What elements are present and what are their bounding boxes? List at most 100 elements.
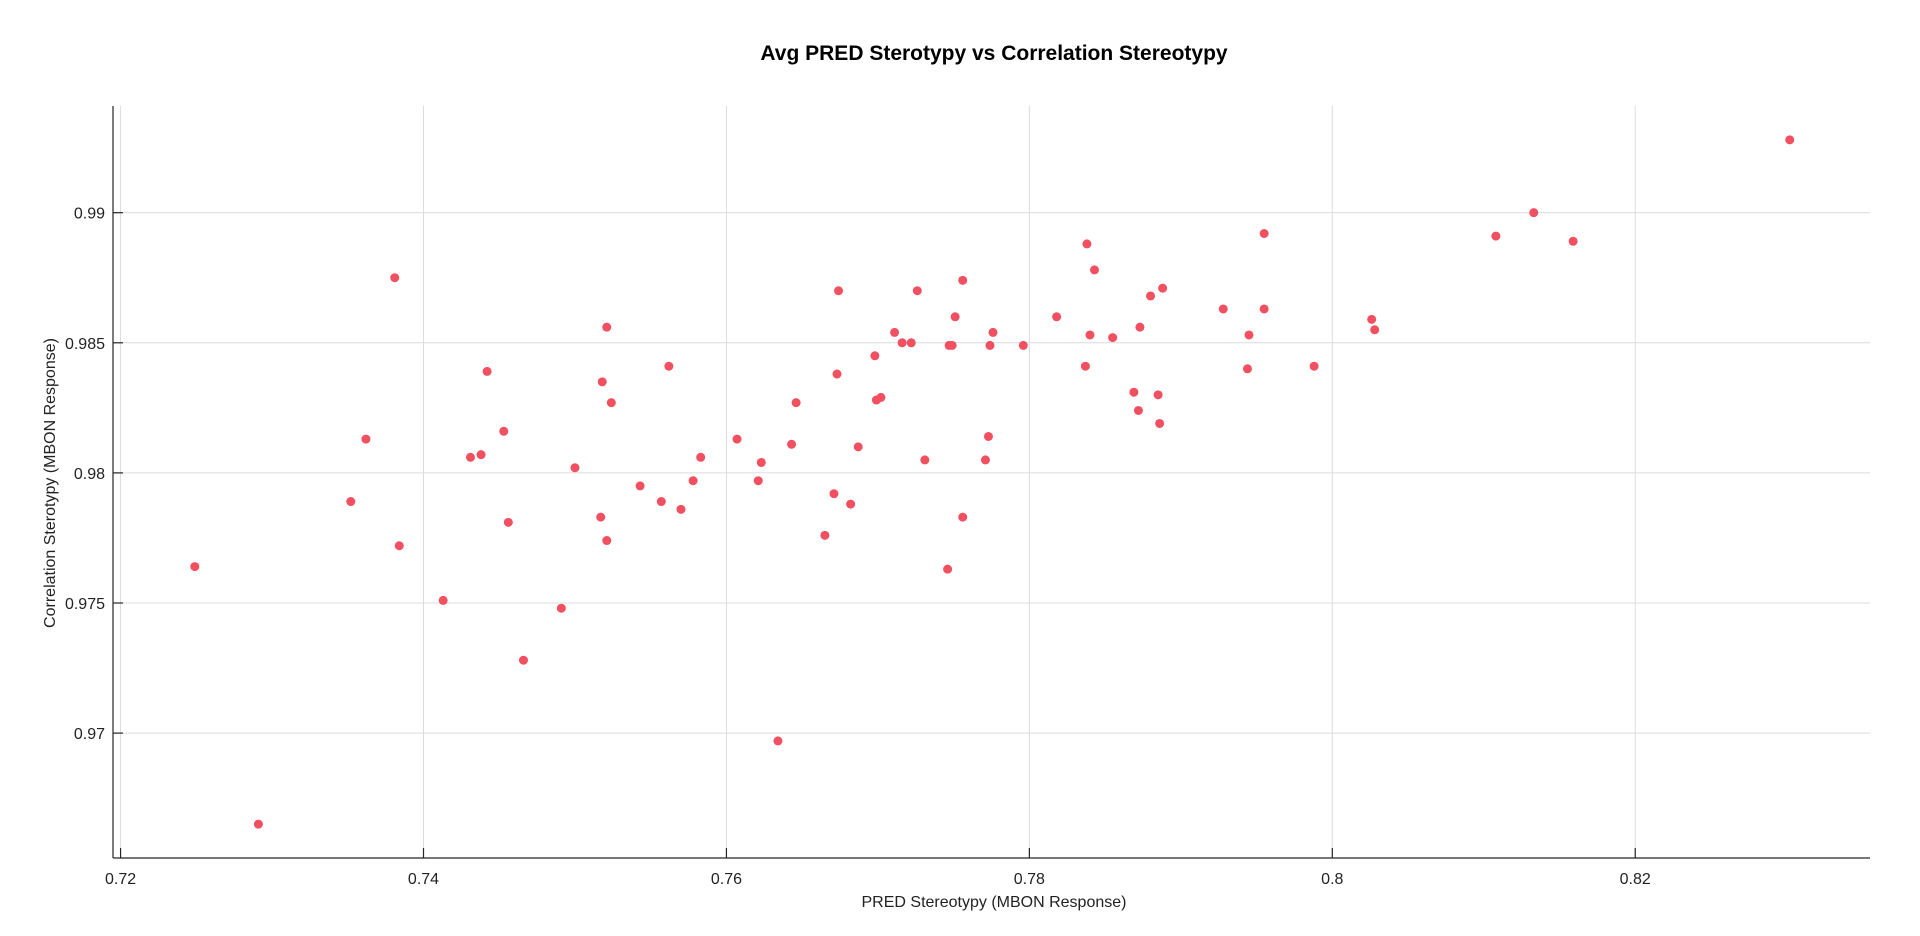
data-point [1158, 283, 1168, 293]
data-point [920, 455, 930, 465]
y-tick-label: 0.975 [65, 596, 105, 613]
data-point [1568, 236, 1578, 246]
data-point [912, 286, 922, 296]
x-tick-label: 0.76 [711, 871, 742, 888]
data-point [1085, 330, 1095, 340]
data-point [1785, 135, 1795, 145]
data-point [688, 476, 698, 486]
data-point [696, 452, 706, 462]
data-point [394, 541, 404, 551]
data-point [570, 463, 580, 473]
data-point [1146, 291, 1156, 301]
data-point [676, 504, 686, 514]
data-point [1370, 325, 1380, 335]
x-tick-label: 0.72 [105, 871, 136, 888]
data-point [870, 351, 880, 361]
data-point [1529, 208, 1539, 218]
data-point [635, 481, 645, 491]
data-point [832, 369, 842, 379]
data-point [834, 286, 844, 296]
axes [112, 106, 1870, 859]
data-point [787, 439, 797, 449]
data-point [1052, 312, 1062, 322]
y-tick-label: 0.98 [74, 466, 105, 483]
data-point [943, 564, 953, 574]
data-points [190, 135, 1795, 829]
y-tick-label: 0.99 [74, 206, 105, 223]
data-point [596, 512, 606, 522]
data-point [1153, 390, 1163, 400]
data-point [950, 312, 960, 322]
data-point [820, 530, 830, 540]
data-point [253, 819, 263, 829]
data-point [361, 434, 371, 444]
y-axis-label: Correlation Sterotypy (MBON Response) [42, 338, 59, 628]
data-point [190, 562, 200, 572]
data-point [947, 340, 957, 350]
data-point [465, 452, 475, 462]
data-point [518, 655, 528, 665]
data-point [732, 434, 742, 444]
data-point [983, 431, 993, 441]
data-point [846, 499, 856, 509]
data-point [985, 340, 995, 350]
data-point [829, 489, 839, 499]
x-tick-label: 0.74 [408, 871, 439, 888]
data-point [1218, 304, 1228, 314]
data-point [1082, 239, 1092, 249]
x-tick-label: 0.8 [1321, 871, 1343, 888]
data-point [876, 392, 886, 402]
data-point [980, 455, 990, 465]
data-point [988, 327, 998, 337]
data-point [890, 327, 900, 337]
data-point [1309, 361, 1319, 371]
data-point [602, 536, 612, 546]
data-point [476, 450, 486, 460]
x-axis-ticks: 0.72 0.74 0.76 0.78 0.8 0.82 [105, 848, 1651, 888]
data-point [1242, 364, 1252, 374]
data-point [958, 512, 968, 522]
data-point [499, 426, 509, 436]
data-point [606, 398, 616, 408]
data-point [906, 338, 916, 348]
x-tick-label: 0.78 [1014, 871, 1045, 888]
data-point [1244, 330, 1254, 340]
data-point [1108, 333, 1118, 343]
data-point [773, 736, 783, 746]
data-point [1491, 231, 1501, 241]
data-point [853, 442, 863, 452]
data-point [1135, 322, 1145, 332]
data-point [556, 603, 566, 613]
data-point [897, 338, 907, 348]
data-point [958, 275, 968, 285]
y-tick-label: 0.97 [74, 726, 105, 743]
data-point [753, 476, 763, 486]
data-point [1129, 387, 1139, 397]
data-point [346, 497, 356, 507]
data-point [1259, 229, 1269, 239]
chart-title: Avg PRED Sterotypy vs Correlation Stereo… [760, 42, 1227, 65]
y-tick-label: 0.985 [65, 336, 105, 353]
data-point [503, 517, 513, 527]
data-point [1367, 314, 1377, 324]
data-point [1018, 340, 1028, 350]
data-point [390, 273, 400, 283]
data-point [438, 595, 448, 605]
data-point [1259, 304, 1269, 314]
x-axis-label: PRED Stereotypy (MBON Response) [862, 894, 1127, 911]
data-point [482, 366, 492, 376]
data-point [664, 361, 674, 371]
data-point [1080, 361, 1090, 371]
data-point [1133, 405, 1143, 415]
data-point [656, 497, 666, 507]
y-axis-ticks: 0.97 0.975 0.98 0.985 0.99 [65, 206, 123, 743]
grid-lines [113, 106, 1870, 858]
data-point [791, 398, 801, 408]
data-point [602, 322, 612, 332]
data-point [1155, 418, 1165, 428]
data-point [597, 377, 607, 387]
data-point [1089, 265, 1099, 275]
data-point [756, 457, 766, 467]
x-tick-label: 0.82 [1620, 871, 1651, 888]
